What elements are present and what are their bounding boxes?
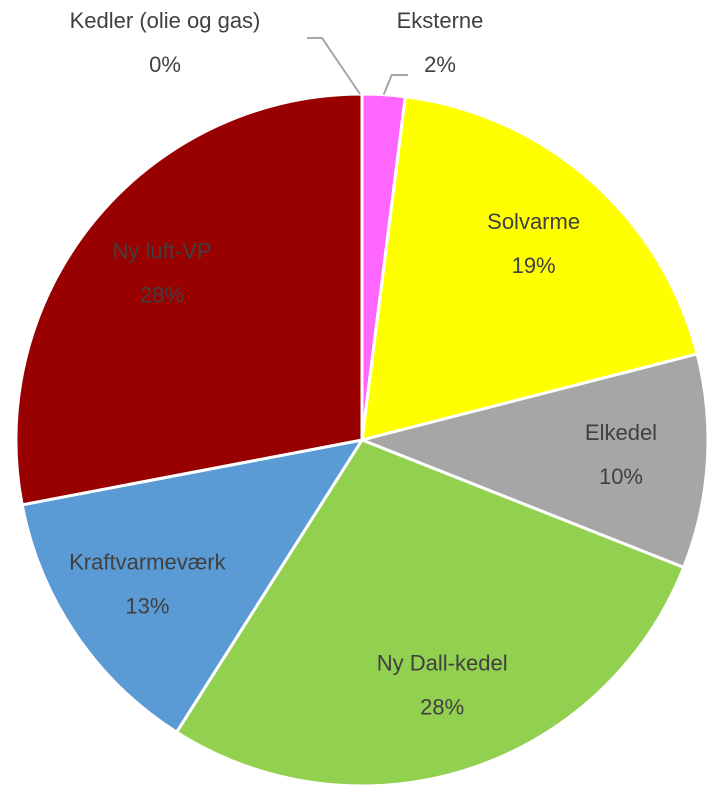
- slice-value-label: 10%: [599, 464, 643, 489]
- slice-value-label: 28%: [140, 282, 184, 307]
- slice-value-label: 2%: [424, 52, 456, 77]
- slice-value-label: 19%: [512, 253, 556, 278]
- pie-slice: [14, 92, 364, 507]
- slice-label: Kedler (olie og gas): [70, 8, 261, 33]
- pie-slice: [360, 95, 699, 443]
- slice-value-label: 0%: [149, 52, 181, 77]
- slice-label: Kraftvarmeværk: [69, 550, 226, 575]
- slice-label: Eksterne: [397, 8, 484, 33]
- leader-line: [382, 74, 408, 96]
- pie-slice: [20, 437, 366, 735]
- leader-line: [307, 37, 361, 95]
- slice-value-label: 28%: [420, 695, 464, 720]
- slice-value-label: 13%: [125, 594, 169, 619]
- pie-slice: [357, 352, 710, 570]
- slice-label: Elkedel: [585, 420, 657, 445]
- slice-label: Ny Dall-kedel: [377, 651, 508, 676]
- pie-slice: [174, 438, 686, 785]
- slice-label: Solvarme: [487, 209, 580, 234]
- slice-label: Ny luft-VP: [113, 238, 212, 263]
